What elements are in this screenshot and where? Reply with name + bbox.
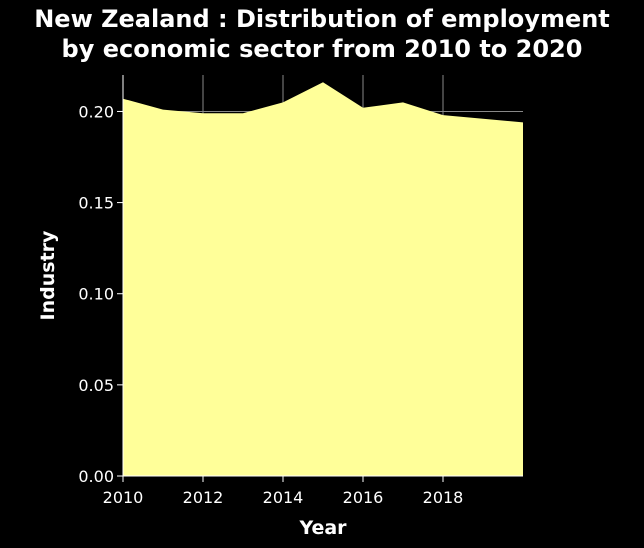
chart-title-line-2: by economic sector from 2010 to 2020 bbox=[61, 35, 583, 63]
x-tick-label: 2010 bbox=[103, 488, 144, 507]
y-tick-label: 0.05 bbox=[78, 376, 114, 395]
y-tick-label: 0.00 bbox=[78, 467, 114, 486]
x-tick-label: 2018 bbox=[423, 488, 464, 507]
chart-title-line-1: New Zealand : Distribution of employment bbox=[34, 5, 610, 33]
chart-title: New Zealand : Distribution of employment… bbox=[0, 4, 644, 64]
area-series bbox=[123, 82, 523, 477]
y-tick-label: 0.15 bbox=[78, 194, 114, 213]
x-tick-label: 2012 bbox=[183, 488, 224, 507]
x-axis-label: Year bbox=[298, 517, 347, 539]
y-tick-label: 0.10 bbox=[78, 285, 114, 304]
x-tick-label: 2014 bbox=[263, 488, 304, 507]
y-tick-label: 0.20 bbox=[78, 102, 114, 121]
y-axis-label: Industry bbox=[37, 230, 59, 320]
x-tick-label: 2016 bbox=[343, 488, 384, 507]
